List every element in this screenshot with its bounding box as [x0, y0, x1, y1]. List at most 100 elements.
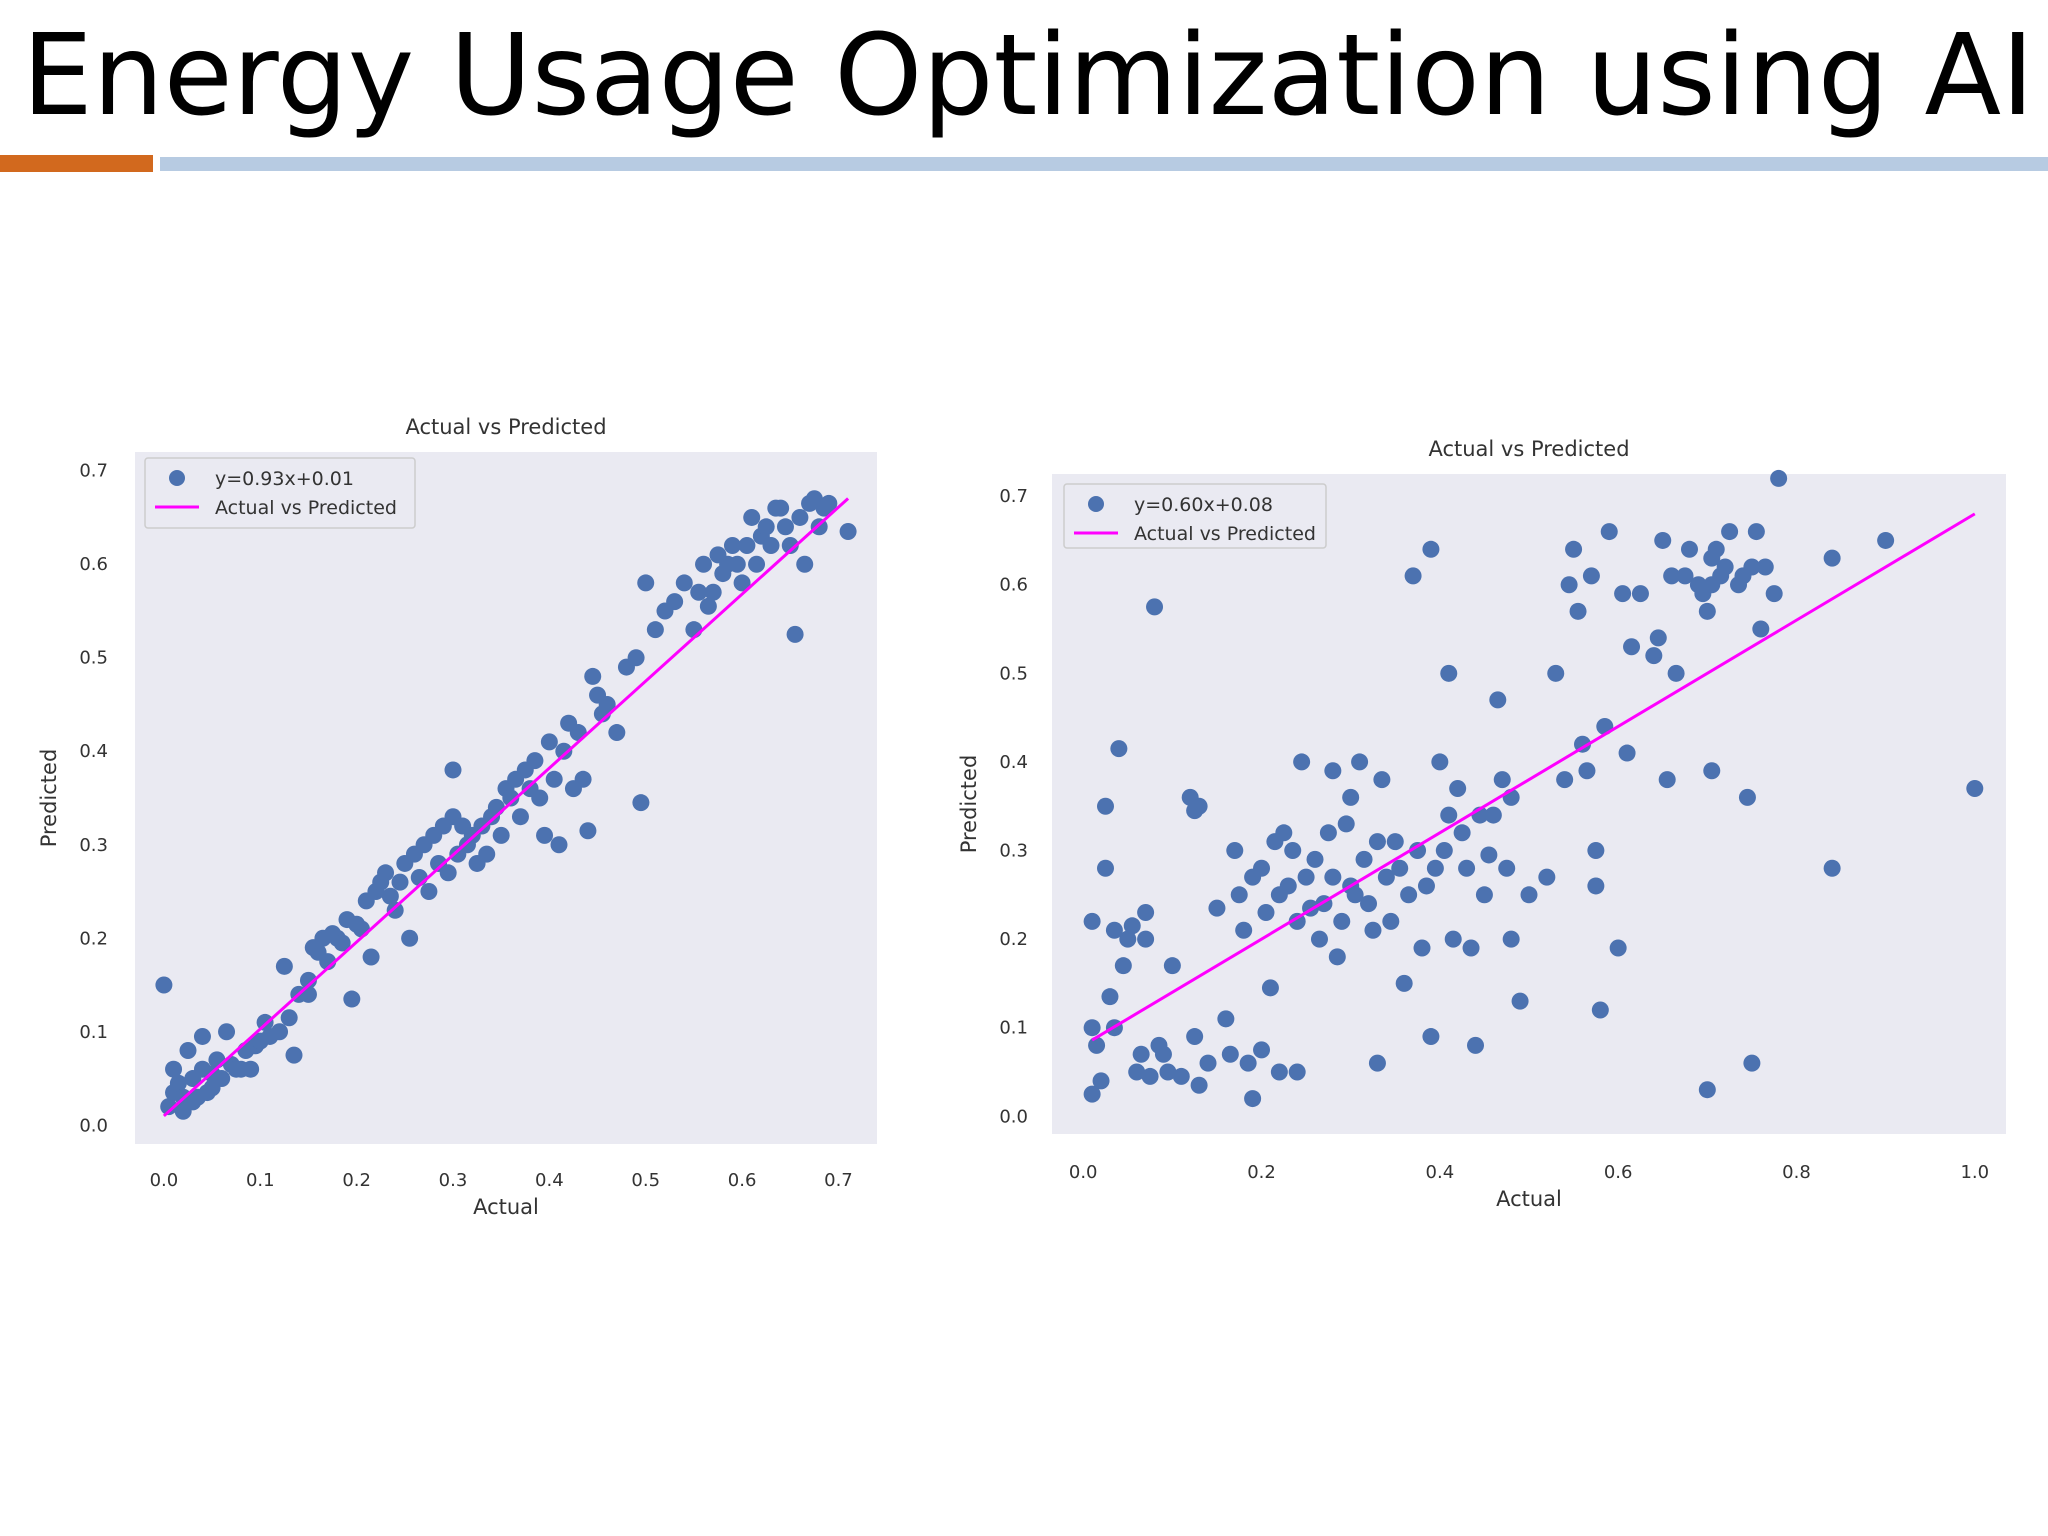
scatter-point [1498, 859, 1516, 877]
title-rule-accent [0, 155, 153, 172]
scatter-point [1351, 753, 1369, 771]
x-tick-label: 1.0 [1960, 1162, 1989, 1183]
scatter-point [555, 742, 573, 760]
scatter-point [1253, 859, 1271, 877]
slide-title: Energy Usage Optimization using AI [22, 11, 2035, 141]
scatter-point [1275, 824, 1293, 842]
scatter-point [169, 1074, 187, 1092]
scatter-chart-left: Actual vs Predicted Actual Predicted 0.0 0.1… [37, 415, 877, 1219]
x-tick-label: 0.2 [1247, 1162, 1276, 1183]
scatter-point [1738, 788, 1756, 806]
y-axis-label: Predicted [37, 749, 61, 848]
legend: y=0.60x+0.08 Actual vs Predicted [1063, 483, 1327, 549]
scatter-point [820, 494, 838, 512]
scatter-point [1391, 859, 1409, 877]
scatter-point [1284, 842, 1302, 860]
scatter-point [1489, 691, 1507, 709]
scatter-point [1226, 842, 1244, 860]
scatter-point [699, 597, 717, 615]
scatter-point [531, 789, 549, 807]
scatter-point [1752, 620, 1770, 638]
scatter-point [1649, 629, 1667, 647]
scatter-point [1333, 912, 1351, 930]
scatter-point [584, 667, 602, 685]
scatter-point [1431, 753, 1449, 771]
scatter-point [386, 901, 404, 919]
scatter-point [1319, 824, 1337, 842]
y-tick-label: 0.6 [999, 575, 1028, 596]
scatter-point [1105, 921, 1123, 939]
legend-marker-scatter [169, 470, 185, 486]
scatter-point [1698, 602, 1716, 620]
scatter-point [1475, 886, 1493, 904]
y-tick-label: 0.3 [79, 835, 108, 856]
legend-label-scatter: y=0.93x+0.01 [215, 468, 354, 490]
chart-title: Actual vs Predicted [405, 415, 606, 439]
scatter-point [299, 985, 317, 1003]
y-axis-label: Predicted [957, 755, 981, 854]
scatter-point [1582, 567, 1600, 585]
x-tick-label: 0.2 [342, 1170, 371, 1191]
scatter-point [1186, 1028, 1204, 1046]
y-tick-label: 0.5 [79, 648, 108, 669]
scatter-point [1346, 886, 1364, 904]
scatter-point [1756, 558, 1774, 576]
scatter-point [1618, 744, 1636, 762]
scatter-point [781, 537, 799, 555]
scatter-point [1288, 1063, 1306, 1081]
scatter-point [1721, 523, 1739, 541]
scatter-point [1096, 797, 1114, 815]
scatter-point [1172, 1067, 1190, 1085]
legend-box [1063, 483, 1327, 549]
scatter-point [1587, 877, 1605, 895]
scatter-point [1288, 912, 1306, 930]
scatter-point [1244, 1090, 1262, 1108]
legend-marker-scatter [1088, 496, 1104, 512]
scatter-point [1137, 904, 1155, 922]
scatter-point [1770, 469, 1788, 487]
scatter-point [439, 864, 457, 882]
scatter-point [1743, 1054, 1761, 1072]
scatter-point [1614, 585, 1632, 603]
chart-title: Actual vs Predicted [1428, 437, 1629, 461]
scatter-point [213, 1070, 231, 1088]
scatter-point [1600, 523, 1618, 541]
x-tick-label: 0.5 [631, 1170, 660, 1191]
scatter-points [1083, 469, 1984, 1108]
scatter-point [478, 845, 496, 863]
scatter-point [1190, 1076, 1208, 1094]
y-tick-label: 0.0 [999, 1106, 1028, 1127]
scatter-point [786, 625, 804, 643]
scatter-point [1400, 886, 1418, 904]
scatter-point [1324, 762, 1342, 780]
scatter-point [155, 976, 173, 994]
scatter-point [545, 770, 563, 788]
scatter-point [1765, 585, 1783, 603]
scatter-point [1110, 740, 1128, 758]
scatter-point [1373, 771, 1391, 789]
scatter-point [1199, 1054, 1217, 1072]
y-tick-label: 0.0 [79, 1115, 108, 1136]
scatter-point [352, 920, 370, 938]
x-tick-label: 0.4 [535, 1170, 564, 1191]
scatter-point [218, 1023, 236, 1041]
x-tick-label: 0.7 [824, 1170, 853, 1191]
scatter-point [1377, 868, 1395, 886]
scatter-point [1083, 1019, 1101, 1037]
scatter-point [1083, 912, 1101, 930]
scatter-point [632, 794, 650, 812]
scatter-point [1221, 1045, 1239, 1063]
scatter-point [1382, 912, 1400, 930]
plot-area [1052, 474, 2006, 1134]
scatter-point [1502, 930, 1520, 948]
scatter-point [1435, 842, 1453, 860]
scatter-point [1092, 1072, 1110, 1090]
scatter-point [1386, 833, 1404, 851]
scatter-point [1235, 921, 1253, 939]
scatter-point [1703, 762, 1721, 780]
scatter-point [1511, 992, 1529, 1010]
scatter-point [1573, 735, 1591, 753]
scatter-point [733, 574, 751, 592]
scatter-point [492, 826, 510, 844]
